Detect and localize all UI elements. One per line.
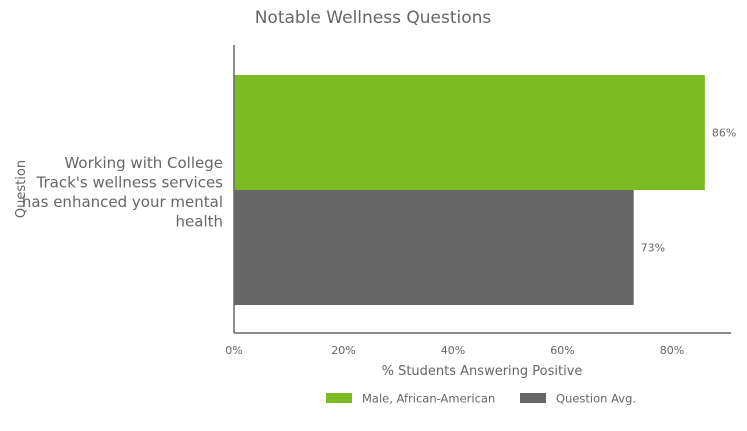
- chart-title: Notable Wellness Questions: [255, 8, 492, 28]
- x-axis-title: % Students Answering Positive: [382, 364, 583, 379]
- x-tick-label: 20%: [331, 344, 355, 357]
- legend-label: Male, African-American: [362, 392, 495, 406]
- bar-question-avg: [234, 190, 634, 305]
- legend-label: Question Avg.: [556, 392, 636, 406]
- category-label-group: Working with College Track's wellness ser…: [22, 154, 223, 231]
- x-tick-label: 60%: [550, 344, 574, 357]
- x-tick-label: 0%: [225, 344, 242, 357]
- data-label-1: 73%: [641, 242, 665, 255]
- legend-swatch: [520, 393, 546, 403]
- y-axis-title: Question: [14, 160, 29, 218]
- bar-male-african-american: [234, 75, 705, 190]
- data-labels-group: 86% 73%: [641, 127, 737, 255]
- legend-swatch: [326, 393, 352, 403]
- x-tick-label: 40%: [441, 344, 465, 357]
- x-ticks-group: 0% 20% 40% 60% 80%: [225, 344, 684, 357]
- bars-group: [234, 75, 705, 305]
- x-tick-label: 80%: [660, 344, 684, 357]
- category-label: Working with College Track's wellness ser…: [22, 154, 223, 231]
- data-label-0: 86%: [712, 127, 736, 140]
- legend: Male, African-American Question Avg.: [326, 392, 636, 406]
